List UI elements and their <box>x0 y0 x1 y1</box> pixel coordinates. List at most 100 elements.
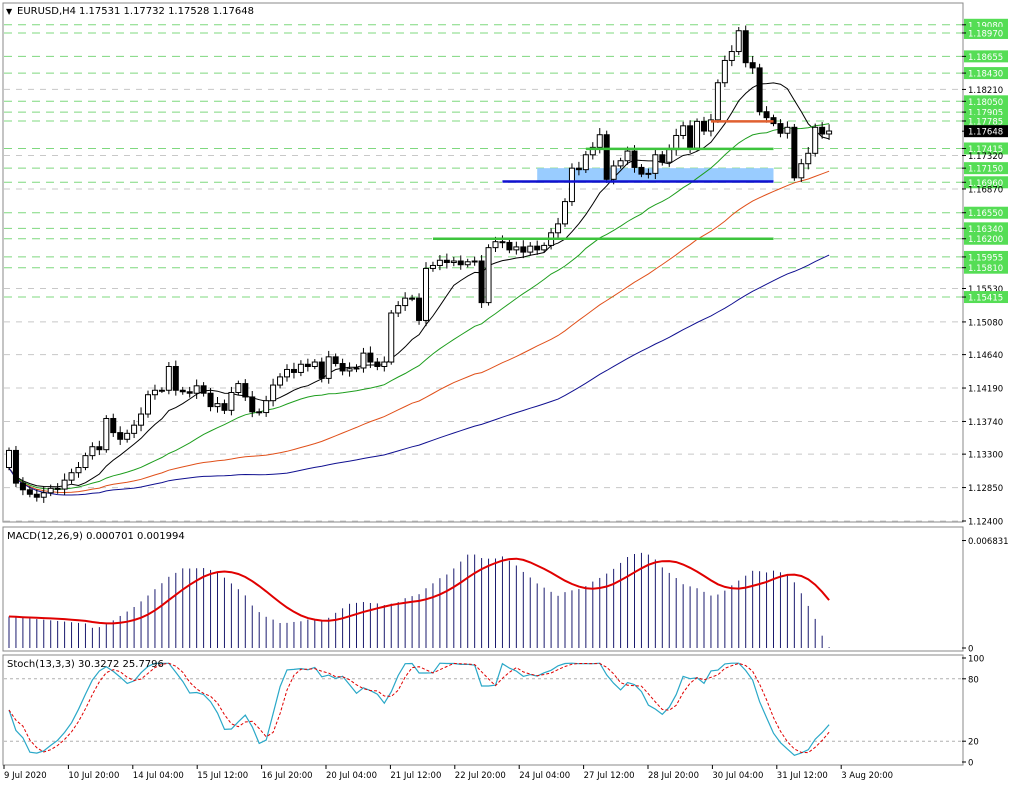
candle-body[interactable] <box>117 432 124 440</box>
candle-body[interactable] <box>450 260 457 264</box>
candle-body[interactable] <box>436 259 443 266</box>
candle-body[interactable] <box>61 479 68 490</box>
candle-body[interactable] <box>304 363 311 367</box>
candle-body[interactable] <box>54 487 61 490</box>
candle-body[interactable] <box>423 267 429 321</box>
candle-body[interactable] <box>26 489 33 495</box>
candle-body[interactable] <box>332 356 339 365</box>
candle-body[interactable] <box>416 297 423 321</box>
candle-body[interactable] <box>652 154 659 174</box>
candle-body[interactable] <box>193 385 200 394</box>
candle-body[interactable] <box>360 352 367 369</box>
candle-body[interactable] <box>707 119 714 132</box>
candle-body[interactable] <box>207 392 214 408</box>
candle-body[interactable] <box>631 150 638 168</box>
candle-body[interactable] <box>742 30 749 64</box>
candle-body[interactable] <box>534 245 541 251</box>
candle-body[interactable] <box>673 134 680 151</box>
candle-body[interactable] <box>242 383 249 398</box>
candle-body[interactable] <box>819 126 826 135</box>
candle-body[interactable] <box>777 123 784 134</box>
candle-body[interactable] <box>235 383 242 393</box>
candle-body[interactable] <box>603 134 610 180</box>
candle-body[interactable] <box>568 167 575 203</box>
candle-body[interactable] <box>214 403 221 408</box>
candle-body[interactable] <box>284 368 290 378</box>
candle-body[interactable] <box>492 241 499 249</box>
candle-body[interactable] <box>75 467 82 474</box>
candle-body[interactable] <box>374 361 381 367</box>
candle-body[interactable] <box>138 413 145 426</box>
candle-body[interactable] <box>812 126 819 154</box>
candle-body[interactable] <box>485 247 492 304</box>
candle-body[interactable] <box>721 59 728 84</box>
candle-body[interactable] <box>12 449 19 484</box>
candle-body[interactable] <box>659 154 666 163</box>
candle-body[interactable] <box>701 120 707 132</box>
candle-body[interactable] <box>735 30 742 53</box>
candle-body[interactable] <box>172 365 179 391</box>
candle-body[interactable] <box>221 403 228 411</box>
candle-body[interactable] <box>756 67 763 113</box>
candle-body[interactable] <box>325 356 332 379</box>
candle-body[interactable] <box>541 244 548 251</box>
candle-body[interactable] <box>249 396 256 413</box>
candle-body[interactable] <box>617 160 624 167</box>
candle-body[interactable] <box>429 264 436 269</box>
candle-body[interactable] <box>596 134 603 148</box>
candle-body[interactable] <box>6 449 12 469</box>
candle-body[interactable] <box>694 120 701 149</box>
chart-dropdown-icon[interactable]: ▼ <box>6 7 13 16</box>
candle-body[interactable] <box>179 389 186 393</box>
candle-body[interactable] <box>19 482 26 491</box>
candle-body[interactable] <box>131 424 138 434</box>
candlestick-series[interactable] <box>6 25 833 503</box>
candle-body[interactable] <box>687 125 694 149</box>
candle-body[interactable] <box>638 166 645 175</box>
candle-body[interactable] <box>791 126 798 179</box>
candle-body[interactable] <box>270 384 277 402</box>
candle-body[interactable] <box>388 312 395 363</box>
candle-body[interactable] <box>263 400 270 414</box>
candle-body[interactable] <box>318 361 325 379</box>
candle-body[interactable] <box>186 391 193 394</box>
candle-body[interactable] <box>555 223 562 234</box>
candle-body[interactable] <box>666 149 673 163</box>
candle-body[interactable] <box>124 432 131 440</box>
candle-body[interactable] <box>82 455 89 469</box>
candle-body[interactable] <box>562 201 568 225</box>
candle-body[interactable] <box>763 111 770 119</box>
candle-body[interactable] <box>680 125 687 136</box>
candle-body[interactable] <box>68 472 75 481</box>
candle-body[interactable] <box>575 167 582 171</box>
candle-body[interactable] <box>478 260 485 304</box>
candle-body[interactable] <box>165 365 172 391</box>
candle-body[interactable] <box>339 363 346 372</box>
candle-body[interactable] <box>395 305 402 314</box>
candle-body[interactable] <box>506 241 513 251</box>
candle-body[interactable] <box>145 394 151 415</box>
candle-body[interactable] <box>158 389 165 392</box>
candle-body[interactable] <box>367 352 374 363</box>
candle-body[interactable] <box>151 389 158 396</box>
candle-body[interactable] <box>728 51 735 61</box>
candle-body[interactable] <box>589 146 596 156</box>
candle-body[interactable] <box>513 246 520 251</box>
candle-body[interactable] <box>290 368 297 373</box>
candle-body[interactable] <box>457 260 464 266</box>
candle-body[interactable] <box>798 163 805 179</box>
horizontal-lines[interactable] <box>432 120 774 240</box>
candle-body[interactable] <box>499 241 506 244</box>
candle-body[interactable] <box>89 446 96 457</box>
candle-body[interactable] <box>826 130 833 135</box>
candle-body[interactable] <box>714 82 721 121</box>
candle-body[interactable] <box>645 172 652 175</box>
candle-body[interactable] <box>805 152 812 165</box>
candle-body[interactable] <box>582 154 589 171</box>
candle-body[interactable] <box>784 126 791 134</box>
candle-body[interactable] <box>527 245 534 253</box>
candle-body[interactable] <box>110 417 117 434</box>
candle-body[interactable] <box>381 361 388 367</box>
